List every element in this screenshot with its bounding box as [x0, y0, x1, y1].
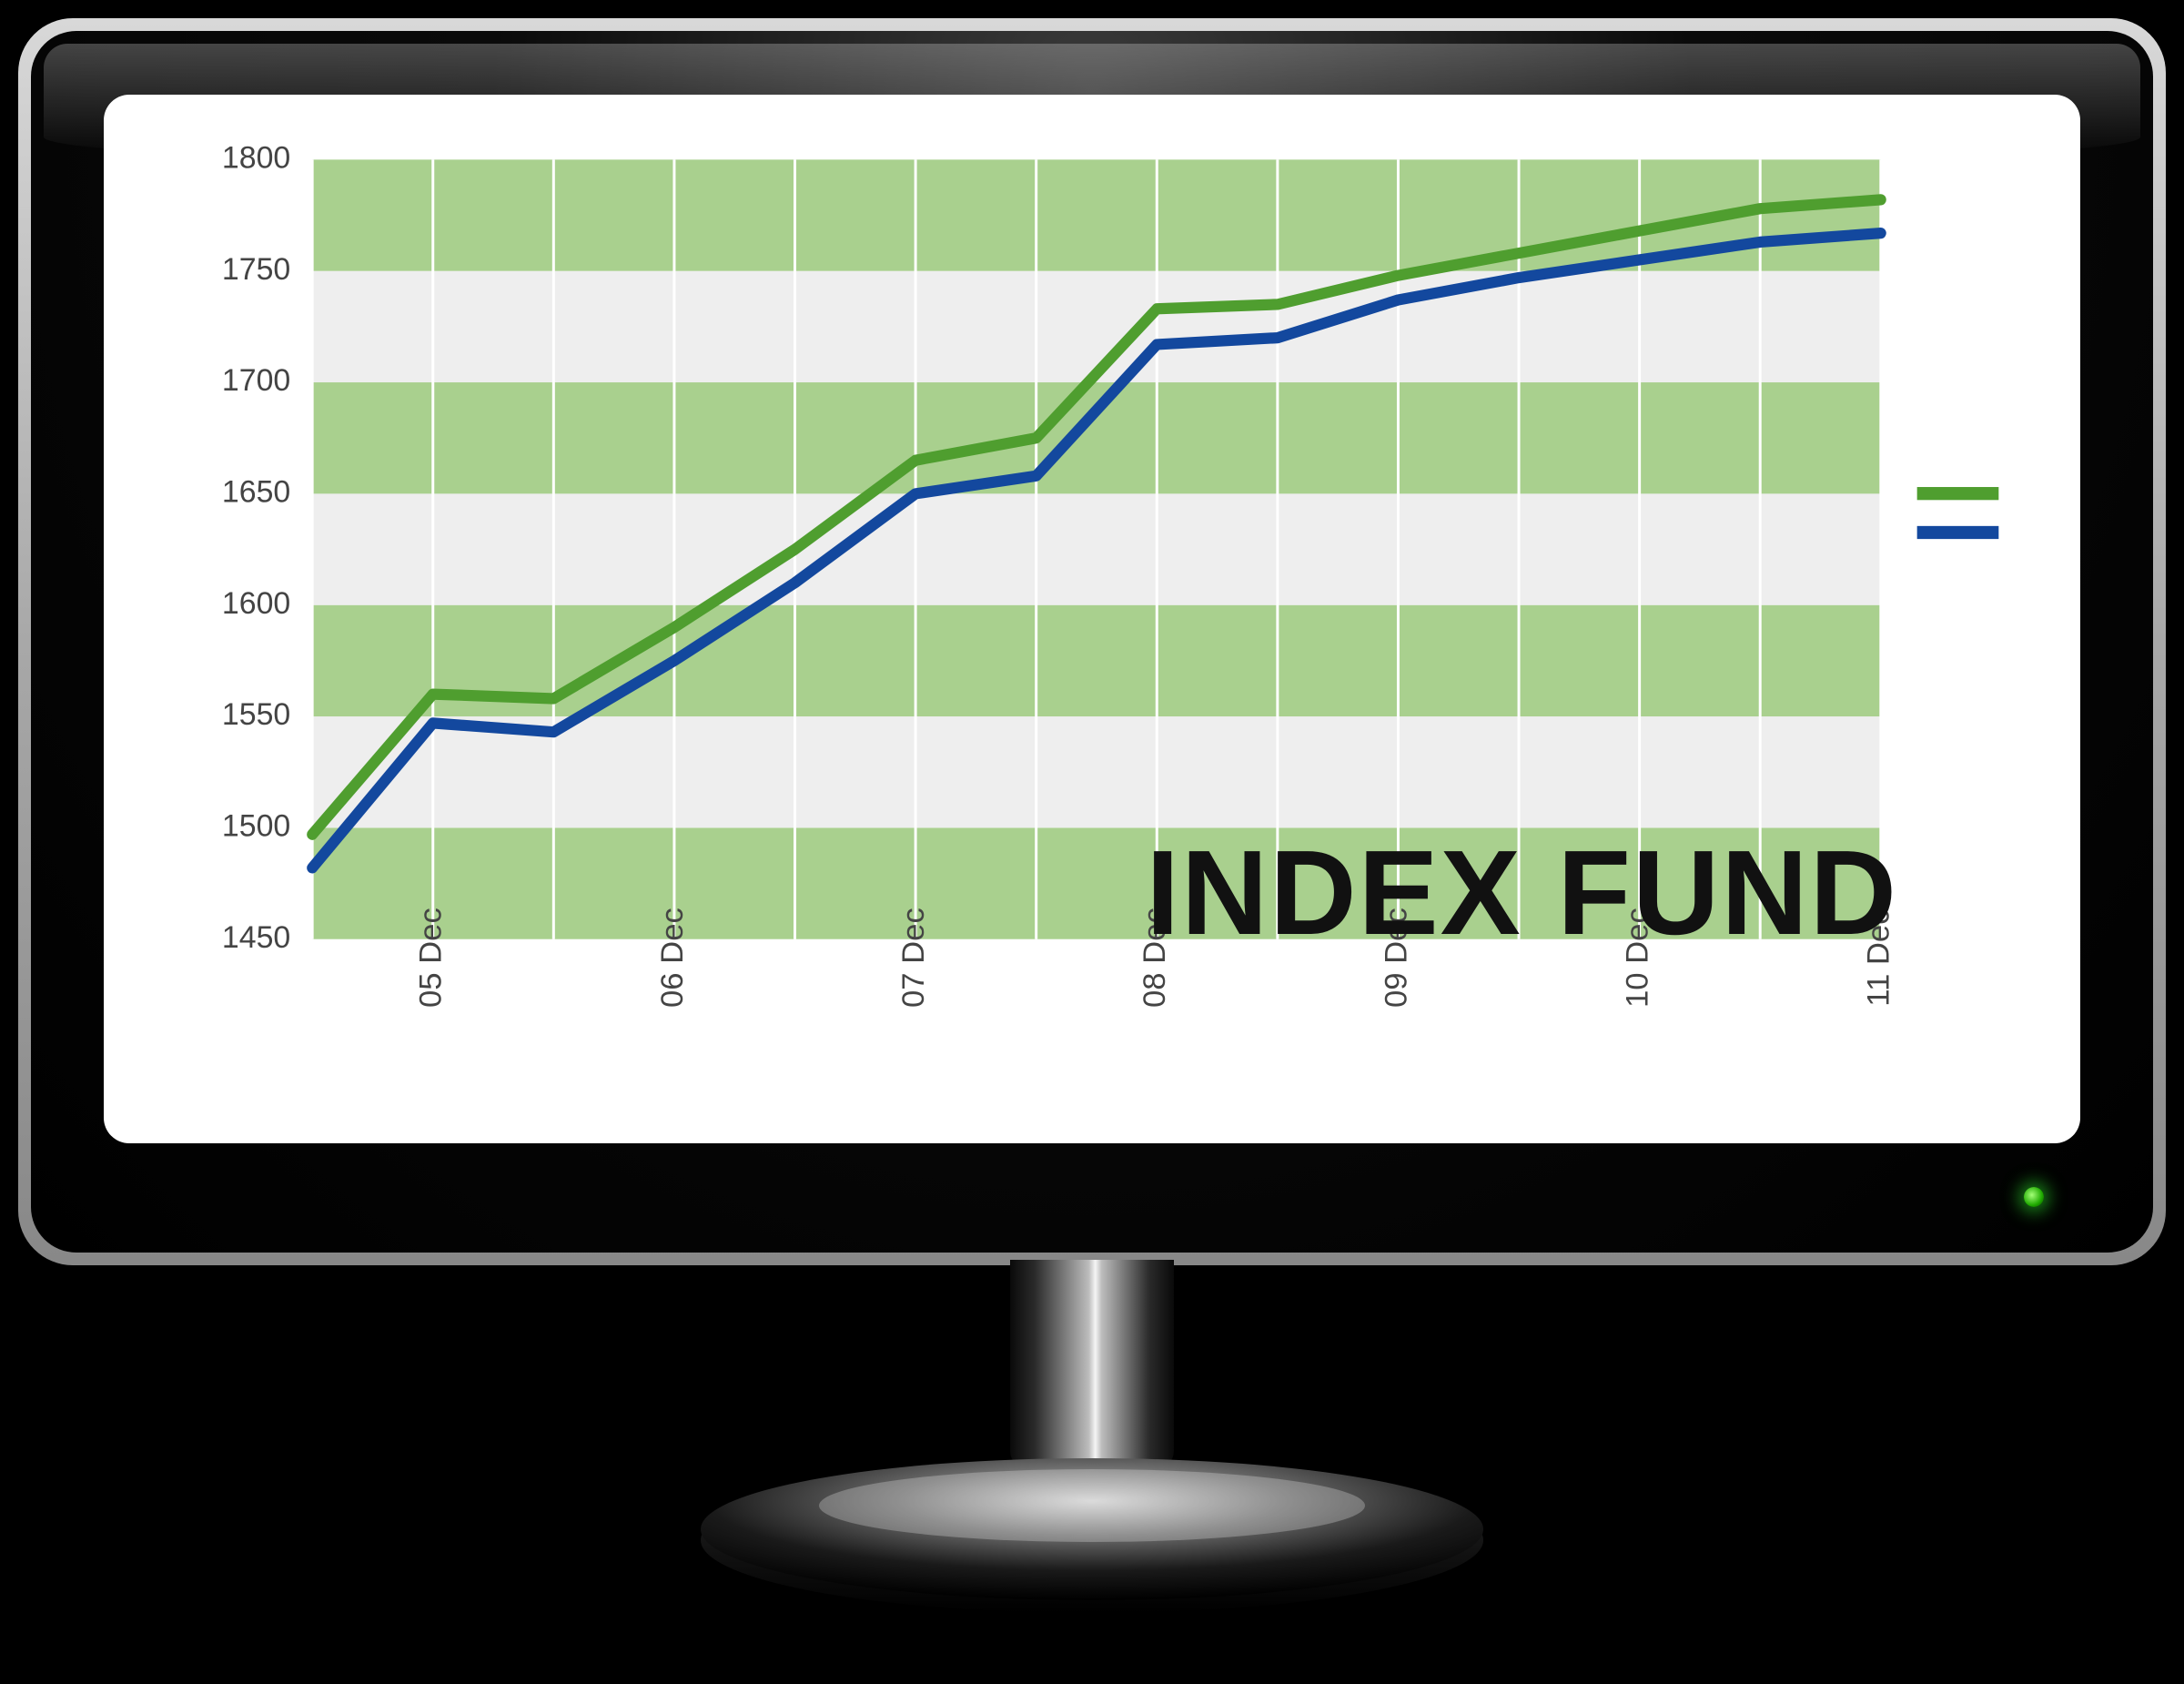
y-tick-label: 1700 [222, 363, 290, 398]
grid-band [312, 382, 1881, 493]
monitor: 1450 1500 1550 1600 1650 1700 1750 1800 05 Dec 06… [18, 18, 2166, 1624]
legend-swatch [1917, 487, 1999, 500]
monitor-bezel: 1450 1500 1550 1600 1650 1700 1750 1800 05 Dec 06… [31, 31, 2153, 1253]
y-tick-label: 1650 [222, 474, 290, 509]
y-tick-label: 1800 [222, 140, 290, 175]
y-tick-label: 1750 [222, 252, 290, 287]
power-led-icon [2024, 1187, 2044, 1207]
x-tick-label: 05 Dec [414, 908, 449, 1008]
x-tick-label: 06 Dec [655, 908, 690, 1008]
index-fund-line-chart: 1450 1500 1550 1600 1650 1700 1750 1800 05 Dec 06… [104, 95, 2080, 1143]
y-tick-label: 1550 [222, 697, 290, 732]
grid-band [312, 493, 1881, 604]
y-tick-label: 1600 [222, 586, 290, 621]
y-tick-label: 1500 [222, 808, 290, 843]
monitor-outer-frame: 1450 1500 1550 1600 1650 1700 1750 1800 05 Dec 06… [18, 18, 2166, 1265]
legend-swatch [1917, 526, 1999, 539]
y-tick-label: 1450 [222, 920, 290, 955]
monitor-stand-neck [1010, 1260, 1174, 1469]
x-tick-label: 07 Dec [896, 908, 931, 1008]
chart-title: INDEX FUND [1146, 824, 1898, 961]
monitor-stand-base [673, 1442, 1511, 1624]
monitor-screen: 1450 1500 1550 1600 1650 1700 1750 1800 05 Dec 06… [104, 95, 2080, 1143]
